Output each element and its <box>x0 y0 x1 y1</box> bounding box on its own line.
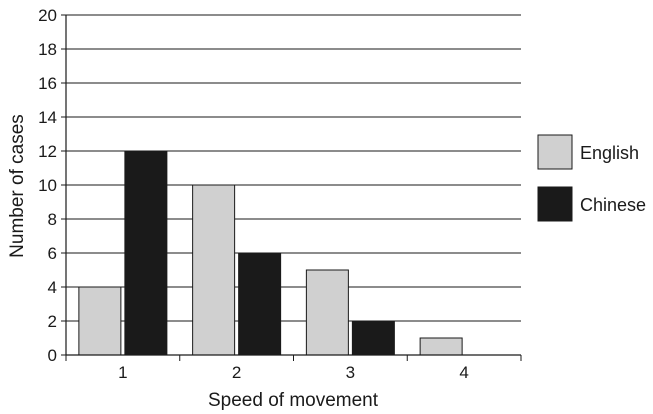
y-tick-label: 0 <box>48 346 57 365</box>
x-axis-title: Speed of movement <box>208 390 379 411</box>
y-tick-label: 16 <box>38 74 57 93</box>
bar-english-2 <box>192 184 236 356</box>
x-tick-label: 1 <box>118 363 127 382</box>
y-tick-label: 20 <box>38 6 57 25</box>
bar-chinese-3 <box>351 320 395 356</box>
y-tick-label: 18 <box>38 40 57 59</box>
bar-english-4 <box>419 337 463 356</box>
bar-english-3 <box>305 269 349 356</box>
y-tick-label: 12 <box>38 142 57 161</box>
y-axis-title: Number of cases <box>7 114 28 258</box>
legend-swatch-english <box>537 134 573 170</box>
y-tick-label: 6 <box>48 244 57 263</box>
x-tick-label: 2 <box>232 363 241 382</box>
x-tick-labels: 1 2 3 4 <box>65 355 522 382</box>
y-tick-label: 14 <box>38 108 57 127</box>
legend-label-english: English <box>580 143 639 163</box>
y-tick-label: 2 <box>48 312 57 331</box>
y-tick-label: 8 <box>48 210 57 229</box>
y-tick-labels: 0 2 4 6 8 10 12 14 16 18 20 <box>38 6 57 365</box>
bars <box>78 150 463 356</box>
x-tick-label: 4 <box>459 363 468 382</box>
bar-chinese-1 <box>124 150 168 356</box>
bar-english-1 <box>78 286 122 356</box>
legend: English Chinese <box>537 134 646 222</box>
legend-swatch-chinese <box>537 186 573 222</box>
legend-label-chinese: Chinese <box>580 195 646 215</box>
y-tick-label: 4 <box>48 278 57 297</box>
y-tick-label: 10 <box>38 176 57 195</box>
x-tick-label: 3 <box>346 363 355 382</box>
bar-chinese-2 <box>238 252 282 356</box>
